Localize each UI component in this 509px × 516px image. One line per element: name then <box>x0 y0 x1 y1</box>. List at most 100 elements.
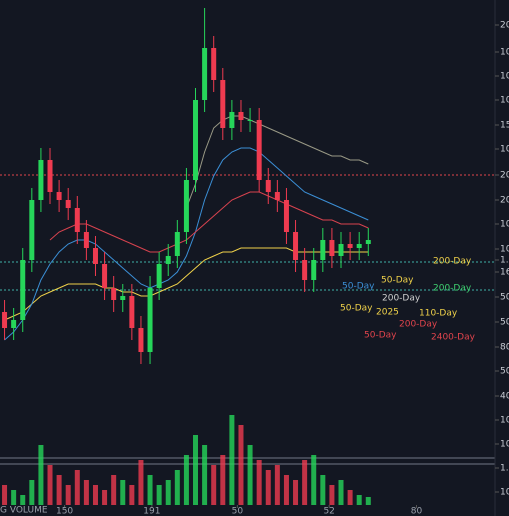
candle-body <box>74 208 80 232</box>
y-tick-label: 100 <box>500 245 509 255</box>
volume-bar <box>38 445 44 505</box>
annotation: 2025 <box>376 308 399 318</box>
y-tick-label: 100 <box>500 72 509 82</box>
candle-body <box>229 112 235 128</box>
candle-body <box>193 100 199 180</box>
volume-bar <box>83 480 89 505</box>
volume-bar <box>283 475 289 505</box>
candle-body <box>320 240 326 260</box>
candle-body <box>256 120 262 180</box>
volume-bar <box>165 480 171 505</box>
candle-body <box>365 240 371 244</box>
candle-body <box>2 312 8 328</box>
annotation: 2400-Day <box>431 333 476 343</box>
volume-bar <box>356 495 362 505</box>
candle-body <box>92 248 98 264</box>
candle-body <box>274 192 280 200</box>
moving-average <box>185 115 369 209</box>
annotation: 50-Day <box>340 304 373 314</box>
candle-body <box>165 256 171 264</box>
y-tick-label: 200 <box>500 171 509 181</box>
moving-average <box>4 147 369 341</box>
candle-body <box>211 48 217 80</box>
volume-bar <box>174 470 180 505</box>
candle-body <box>38 160 44 200</box>
volume-bar <box>65 485 71 505</box>
y-tick-label: 500 <box>500 318 509 328</box>
candle-body <box>265 180 271 192</box>
volume-bar <box>11 490 17 505</box>
volume-bar <box>229 415 235 505</box>
candle-body <box>65 200 71 208</box>
volume-bar <box>238 425 244 505</box>
volume-bar <box>338 480 344 505</box>
candle-body <box>220 80 226 128</box>
y-tick-label: 400 <box>500 392 509 402</box>
moving-average <box>49 191 369 253</box>
volume-bar <box>74 470 80 505</box>
moving-average <box>4 247 369 321</box>
y-tick-label: 100 <box>500 440 509 450</box>
volume-bar <box>20 495 26 505</box>
candle-body <box>347 244 353 248</box>
volume-bar <box>220 455 226 505</box>
annotation: 50-Day <box>381 276 414 286</box>
annotation: 50-Day <box>364 331 397 341</box>
candle-body <box>47 160 53 192</box>
volume-bar <box>256 460 262 505</box>
y-tick-label: 1.8 <box>500 256 509 266</box>
y-tick-label: 200 <box>500 21 509 31</box>
annotation: 50-Day <box>342 282 375 292</box>
volume-bar <box>156 485 162 505</box>
annotation: 200-Day <box>433 257 472 267</box>
candle-body <box>329 240 335 256</box>
x-tick-label: 80 <box>411 507 423 516</box>
candle-body <box>238 112 244 120</box>
annotation: 110-Day <box>419 309 458 319</box>
volume-bar <box>202 445 208 505</box>
volume-bar <box>47 465 53 505</box>
volume-bar <box>183 455 189 505</box>
candle-body <box>356 244 362 248</box>
candle-body <box>129 296 135 328</box>
y-tick-label: 100 <box>500 416 509 426</box>
x-tick-label: 191 <box>143 507 160 516</box>
candle-body <box>293 232 299 260</box>
candle-body <box>11 320 17 328</box>
y-tick-label: 10 <box>500 48 509 58</box>
x-tick-label: 52 <box>323 507 334 516</box>
annotation: 200-Day <box>399 320 438 330</box>
candle-body <box>283 200 289 232</box>
volume-bar <box>147 475 153 505</box>
y-tick-label: 164 <box>500 268 509 278</box>
candle-body <box>202 48 208 100</box>
candle-body <box>247 120 253 121</box>
volume-bar <box>365 497 371 505</box>
volume-label: G VOLUME <box>0 506 48 516</box>
volume-bar <box>2 485 8 505</box>
volume-bar <box>247 445 253 505</box>
volume-bar <box>311 455 317 505</box>
candle-body <box>83 232 89 248</box>
volume-bar <box>138 460 144 505</box>
volume-bar <box>329 485 335 505</box>
y-tick-label: 150 <box>500 121 509 131</box>
y-tick-label: 100 <box>500 488 509 498</box>
volume-bar <box>120 480 126 505</box>
candle-body <box>302 260 308 280</box>
candle-body <box>111 288 117 300</box>
x-tick-label: 50 <box>232 507 244 516</box>
candle-body <box>338 244 344 256</box>
candle-body <box>56 192 62 200</box>
y-tick-label: 1.0 <box>500 464 509 474</box>
y-tick-label: 500 <box>500 293 509 303</box>
candle-body <box>29 200 35 260</box>
y-tick-label: 100 <box>500 96 509 106</box>
x-tick-label: 150 <box>56 507 73 516</box>
volume-bar <box>56 475 62 505</box>
volume-bar <box>102 490 108 505</box>
candle-body <box>20 260 26 320</box>
y-tick-label: 500 <box>500 367 509 377</box>
candle-body <box>120 296 126 300</box>
